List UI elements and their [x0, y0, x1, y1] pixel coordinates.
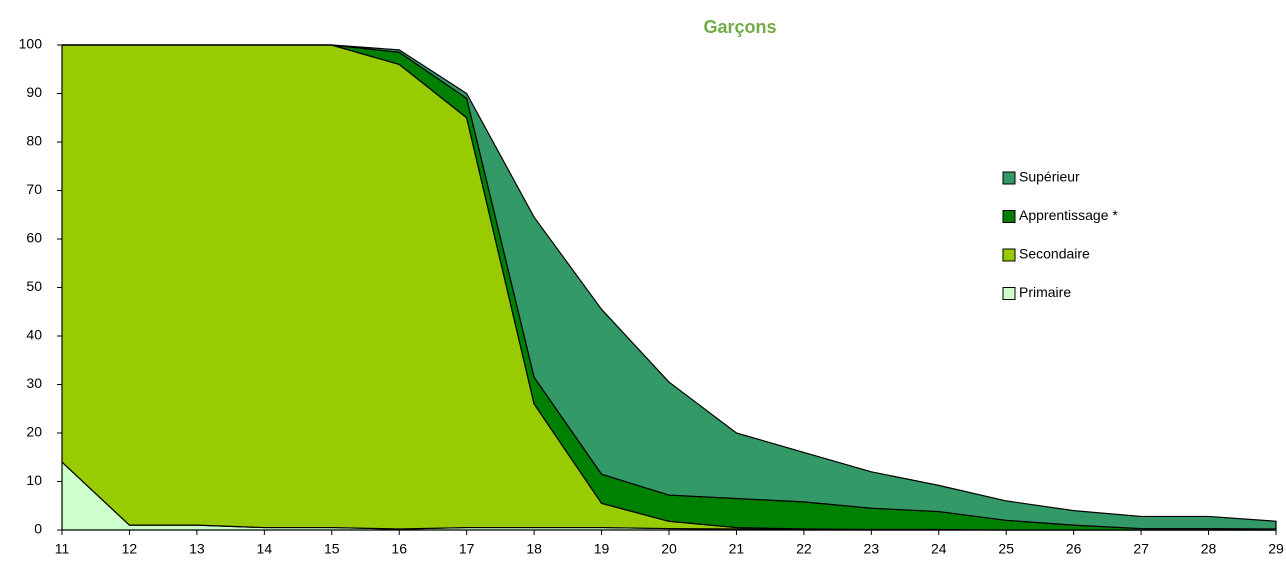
- y-tick-label: 100: [19, 36, 43, 52]
- x-tick-label: 15: [324, 541, 340, 557]
- x-tick-label: 18: [526, 541, 542, 557]
- x-tick-label: 20: [661, 541, 677, 557]
- x-tick-label: 26: [1066, 541, 1082, 557]
- x-tick-label: 23: [864, 541, 880, 557]
- x-tick-label: 19: [594, 541, 610, 557]
- y-tick-label: 20: [26, 424, 42, 440]
- y-tick-label: 40: [26, 327, 42, 343]
- y-tick-label: 90: [26, 84, 42, 100]
- y-tick-label: 30: [26, 375, 42, 391]
- legend-swatch: [1002, 171, 1016, 185]
- legend-label: Apprentissage *: [1019, 207, 1118, 223]
- legend-label: Supérieur: [1019, 169, 1080, 185]
- x-tick-label: 12: [122, 541, 138, 557]
- y-tick-label: 10: [26, 472, 42, 488]
- y-tick-label: 0: [34, 521, 42, 537]
- legend-label: Secondaire: [1019, 246, 1090, 262]
- x-tick-label: 11: [55, 541, 70, 557]
- x-tick-label: 17: [459, 541, 475, 557]
- legend-label: Primaire: [1019, 284, 1071, 300]
- chart-title: Garçons: [703, 17, 776, 37]
- x-tick-label: 22: [796, 541, 812, 557]
- x-tick-label: 24: [931, 541, 947, 557]
- area: [61, 44, 1277, 530]
- x-tick-label: 29: [1268, 541, 1284, 557]
- y-tick-label: 60: [26, 230, 42, 246]
- x-tick-label: 16: [391, 541, 407, 557]
- y-tick-label: 50: [26, 278, 42, 294]
- legend-swatch: [1002, 287, 1016, 300]
- x-tick-label: 21: [729, 541, 745, 557]
- x-tick-label: 13: [189, 541, 205, 557]
- x-tick-label: 25: [998, 541, 1014, 557]
- y-tick-label: 80: [26, 133, 42, 149]
- legend-swatch: [1002, 248, 1016, 262]
- y-tick-label: 70: [26, 181, 42, 197]
- legend-swatch: [1002, 210, 1016, 223]
- x-tick-label: 14: [257, 541, 273, 557]
- x-tick-label: 27: [1133, 541, 1149, 557]
- x-tick-label: 28: [1201, 541, 1217, 557]
